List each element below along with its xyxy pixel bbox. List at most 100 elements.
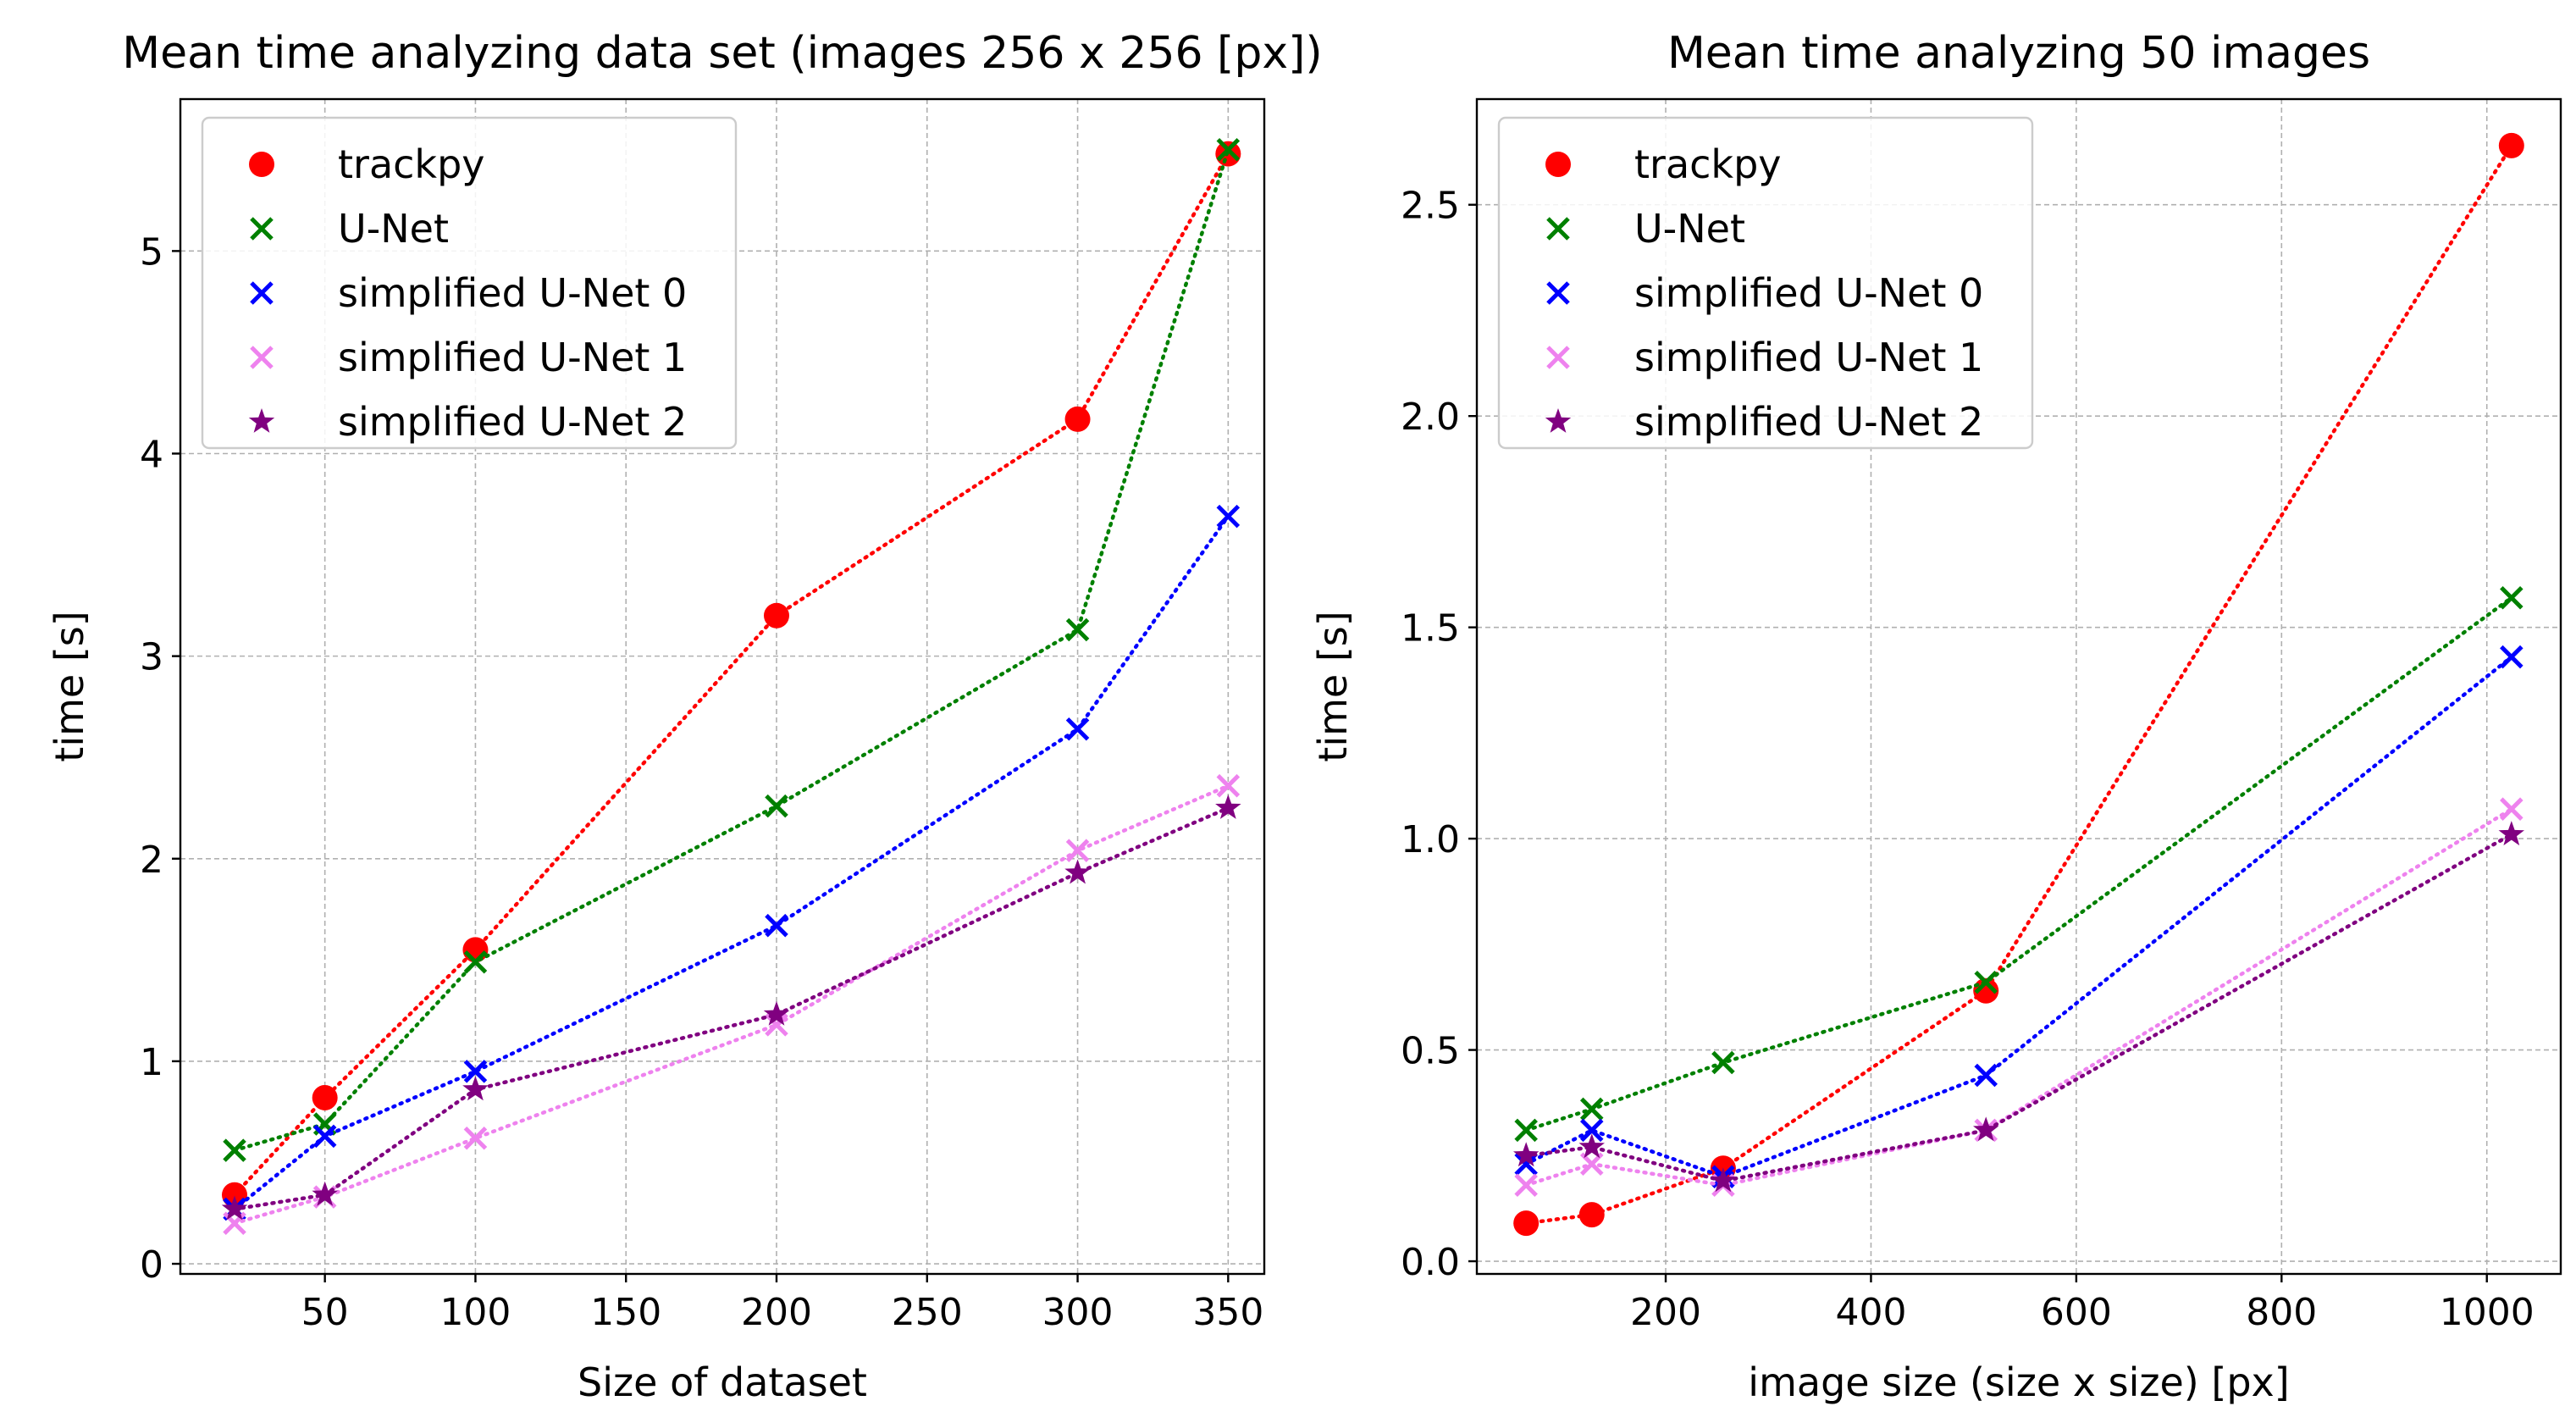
legend-marker	[1546, 281, 1570, 305]
series-line	[232, 783, 1230, 1226]
legend-label: trackpy	[1634, 141, 1782, 187]
data-point	[1065, 717, 1090, 741]
legend-item: U-Net	[1546, 206, 1745, 252]
data-point	[223, 1211, 246, 1235]
data-point	[1064, 406, 1091, 432]
data-point	[312, 1084, 338, 1110]
legend-label: simplified U-Net 1	[1634, 335, 1983, 380]
data-point	[1064, 859, 1091, 884]
data-point	[1065, 839, 1090, 862]
data-point	[2498, 821, 2524, 846]
data-point	[765, 913, 788, 938]
x-tick-label: 200	[1630, 1291, 1701, 1334]
data-point	[1513, 1142, 1540, 1167]
legend-label: simplified U-Net 2	[338, 399, 687, 445]
x-tick-label: 600	[2041, 1291, 2112, 1334]
x-tick-label: 1000	[2440, 1291, 2535, 1334]
y-tick-label: 1.5	[1401, 607, 1460, 651]
data-point	[2498, 132, 2524, 158]
y-tick-label: 4	[140, 433, 163, 476]
x-tick-label: 800	[2246, 1291, 2317, 1334]
data-point	[764, 602, 789, 628]
data-point	[1579, 1097, 1604, 1121]
legend-marker	[1545, 152, 1571, 177]
x-tick-label: 200	[741, 1291, 812, 1334]
series-simplified-u-net-1	[1514, 797, 2523, 1197]
series-simplified-u-net-2	[1513, 821, 2524, 1193]
y-axis-label: time [s]	[1310, 611, 1356, 761]
legend-item: trackpy	[1545, 141, 1782, 187]
data-point	[221, 1195, 248, 1221]
data-point	[2500, 645, 2523, 669]
legend-item: U-Net	[250, 206, 449, 252]
data-point	[1513, 1210, 1540, 1237]
data-point	[1215, 795, 1241, 819]
series-simplified-u-net-2	[221, 795, 1241, 1221]
axes-frame	[1475, 97, 2562, 1276]
legend-label: U-Net	[1634, 206, 1745, 252]
x-axis-label: Size of dataset	[578, 1359, 867, 1405]
y-tick-label: 2.5	[1401, 185, 1460, 228]
data-point	[463, 1060, 488, 1083]
data-point	[765, 794, 788, 818]
legend-marker	[1545, 408, 1572, 433]
legend-item: trackpy	[249, 141, 485, 187]
legend: trackpy U-Net simplified U-Net 0 simplified…	[1497, 116, 2034, 450]
x-tick-label: 300	[1042, 1291, 1114, 1334]
data-point	[1578, 1133, 1605, 1159]
series-line	[232, 806, 1230, 1211]
y-tick-label: 1	[140, 1041, 163, 1084]
data-point	[1579, 1118, 1604, 1143]
legend-marker	[250, 346, 274, 369]
chart-title: Mean time analyzing 50 images	[1667, 28, 2370, 79]
series-simplified-u-net-1	[223, 773, 1241, 1235]
data-point	[223, 1138, 246, 1162]
y-tick-label: 1.0	[1401, 818, 1460, 861]
axes-frame	[179, 97, 1266, 1276]
legend-marker	[250, 217, 274, 241]
data-point	[1974, 1063, 1998, 1088]
series-simplified-u-net-0	[1514, 645, 2523, 1189]
legend-item: simplified U-Net 2	[248, 399, 687, 445]
series-line	[232, 147, 1230, 1153]
legend-box	[201, 116, 738, 450]
legend-label: simplified U-Net 0	[1634, 270, 1983, 316]
series-line	[1523, 806, 2514, 1188]
data-point	[462, 937, 489, 963]
series-line	[1523, 655, 2514, 1179]
series-simplified-u-net-0	[223, 504, 1241, 1221]
y-tick-label: 0.0	[1401, 1241, 1460, 1284]
data-point	[463, 950, 488, 974]
y-tick-label: 5	[140, 230, 163, 274]
series-line	[1523, 832, 2514, 1183]
legend-label: simplified U-Net 2	[1634, 399, 1983, 445]
data-point	[1973, 1116, 1999, 1142]
legend-marker	[249, 152, 274, 177]
legend-item: simplified U-Net 1	[250, 335, 687, 380]
legend-marker	[1546, 346, 1570, 369]
data-point	[1973, 977, 1999, 1004]
data-point	[765, 1013, 788, 1037]
data-point	[312, 1124, 337, 1149]
y-tick-label: 2	[140, 839, 163, 882]
data-point	[763, 1000, 790, 1026]
data-point	[1514, 1152, 1538, 1177]
x-tick-label: 50	[301, 1291, 349, 1334]
data-point	[1216, 773, 1241, 798]
chart-1: 50 100 150 200 250 300 350 0 1 2 3 4 5 Mean time anal…	[47, 28, 1323, 1405]
legend-marker	[248, 408, 275, 433]
legend-item: simplified U-Net 0	[1546, 270, 1983, 316]
data-point	[1216, 138, 1241, 162]
legend-label: trackpy	[338, 141, 485, 187]
y-tick-label: 3	[140, 636, 163, 679]
x-tick-label: 350	[1192, 1291, 1263, 1334]
chart-title: Mean time analyzing data set (images 256…	[122, 28, 1322, 79]
legend-item: simplified U-Net 1	[1546, 335, 1983, 380]
legend-marker	[250, 281, 274, 305]
series-line	[232, 152, 1230, 1197]
x-tick-label: 400	[1835, 1291, 1906, 1334]
x-tick-label: 100	[439, 1291, 511, 1334]
legend-marker	[1546, 217, 1570, 241]
x-tick-label: 150	[590, 1291, 661, 1334]
legend-item: simplified U-Net 0	[250, 270, 687, 316]
